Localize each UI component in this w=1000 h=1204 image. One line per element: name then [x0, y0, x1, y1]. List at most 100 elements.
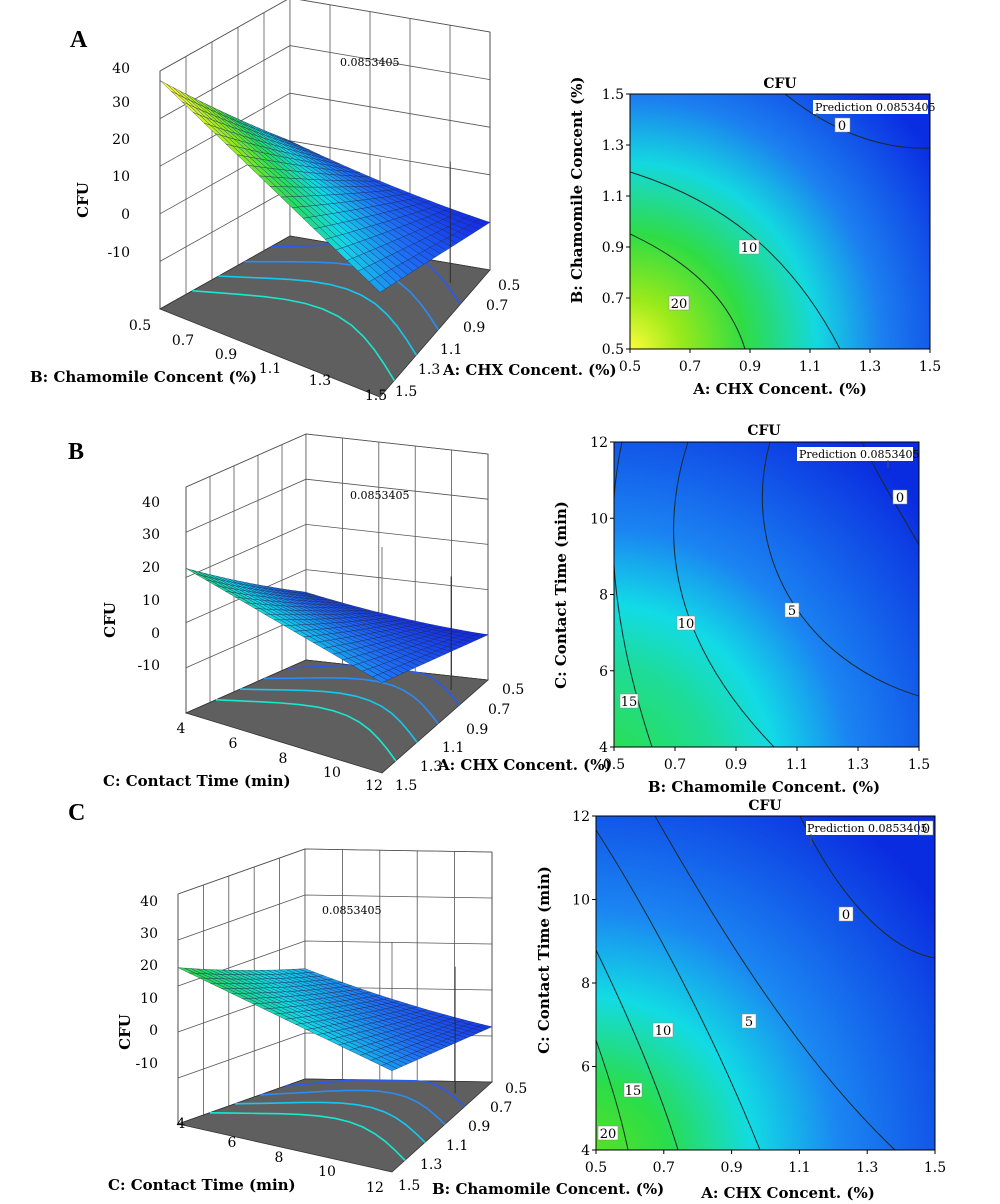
- z-tick-label: 10: [112, 169, 130, 185]
- contour-y-tick-label: 10: [590, 511, 608, 527]
- contour-y-tick-label: 6: [581, 1060, 590, 1076]
- contour-x-tick-label: 1.1: [786, 757, 808, 773]
- z-tick-label: 0: [121, 207, 130, 223]
- front-edges: [185, 454, 489, 713]
- contour-x-tick-label: 0.9: [720, 1160, 742, 1176]
- y-tick-label: 4: [177, 721, 186, 737]
- contour-c-ylabel: C: Contact Time (min): [535, 866, 553, 1054]
- surface-tick-labels: -10 0 10 20 30 40 0.5 0.70.91.11.31.5 4 6 8 10 12: [135, 894, 527, 1196]
- contour-a-prediction: Prediction 0.0853405: [815, 101, 936, 114]
- z-tick-label: -10: [137, 658, 160, 674]
- contour-c-line-0: [799, 816, 935, 959]
- z-tick-label: 20: [140, 958, 158, 974]
- contour-c-label-0: 0: [842, 908, 850, 923]
- contour-c-line-10: [596, 829, 761, 1150]
- contour-c-line-15: [596, 949, 679, 1150]
- contour-x-tick-label: 1.3: [859, 359, 881, 375]
- surface-a-annotation: 0.0853405: [340, 56, 400, 69]
- contour-y-tick-label: 0.7: [602, 291, 624, 307]
- x-tick-label: 0.5: [505, 1081, 527, 1097]
- contour-x-tick-label: 1.3: [856, 1160, 878, 1176]
- contour-y-tick-label: 1.3: [602, 138, 624, 154]
- contour-y-tick-label: 12: [590, 435, 608, 451]
- x-tick-label: 1.5: [398, 1178, 420, 1194]
- contour-a-label-10: 10: [741, 241, 758, 256]
- contour-plot-a: CFU A: CHX Concent. (%) B: Chamomile Con…: [568, 76, 941, 398]
- surface-a-zlabel: CFU: [74, 182, 92, 218]
- surface-c-zlabel: CFU: [116, 1014, 134, 1050]
- x-tick-label: 1.1: [440, 342, 462, 358]
- y-tick-label: 6: [229, 736, 238, 752]
- z-tick-label: 30: [140, 926, 158, 942]
- contour-a-line-10: [630, 171, 841, 349]
- response-surface: [185, 568, 489, 683]
- x-tick-label: 0.7: [486, 298, 508, 314]
- x-tick-label: 1.1: [446, 1138, 468, 1154]
- front-edges: [159, 32, 491, 309]
- x-tick-label: 1.3: [418, 362, 440, 378]
- contour-a-line-20: [630, 233, 746, 349]
- contour-x-tick-label: 0.5: [585, 1160, 607, 1176]
- z-tick-label: 10: [140, 991, 158, 1007]
- y-tick-label: 1.3: [309, 373, 331, 389]
- contour-b-line-10: [673, 442, 775, 747]
- contour-y-tick-label: 8: [599, 588, 608, 604]
- surface-tick-labels: -100102030400.50.70.91.11.31.50.50.70.91…: [107, 61, 520, 404]
- y-tick-label: 1.5: [365, 388, 387, 404]
- contour-x-tick-label: 0.9: [739, 359, 761, 375]
- contour-x-tick-label: 0.7: [653, 1160, 675, 1176]
- z-tick-label: 30: [112, 95, 130, 111]
- panel-label-a: A: [70, 27, 88, 53]
- surface-b-zlabel: CFU: [101, 602, 119, 638]
- z-tick-label: 0: [151, 626, 160, 642]
- z-tick-label: 40: [140, 894, 158, 910]
- x-tick-label: 1.5: [395, 384, 417, 400]
- contour-y-tick-label: 0.5: [602, 342, 624, 358]
- x-tick-label: 0.9: [468, 1119, 490, 1135]
- contour-b-prediction: Prediction 0.0853405: [799, 448, 920, 461]
- contour-c-title: CFU: [748, 798, 781, 814]
- surface-plot-c: -10 0 10 20 30 40 0.5 0.70.91.11.31.5 4 6 8 10 12: [135, 848, 527, 1196]
- y-tick-label: 6: [228, 1135, 237, 1151]
- contour-y-tick-label: 1.1: [602, 189, 624, 205]
- floor-projection: [176, 1078, 494, 1173]
- panel-label-b: B: [68, 439, 84, 465]
- contour-c-label-20: 20: [600, 1127, 617, 1142]
- contour-b-label-10: 10: [678, 617, 695, 632]
- contour-b-label-0: 0: [896, 491, 904, 506]
- contour-plot-c: CFU A: CHX Concent. (%) C: Contact Time …: [535, 798, 946, 1202]
- y-tick-label: 0.7: [172, 333, 194, 349]
- contour-y-tick-label: 10: [572, 893, 590, 909]
- response-surface: [159, 80, 491, 293]
- y-tick-label: 12: [365, 778, 383, 794]
- contour-x-tick-label: 1.3: [847, 757, 869, 773]
- y-tick-label: 12: [366, 1180, 384, 1196]
- surface-b-ylabel: C: Contact Time (min): [103, 772, 291, 790]
- x-tick-label: 0.7: [488, 702, 510, 718]
- contour-y-tick-label: 8: [581, 976, 590, 992]
- surface-a-ylabel: B: Chamomile Concent (%): [30, 368, 257, 386]
- z-tick-label: 40: [142, 495, 160, 511]
- front-edges: [177, 852, 493, 1124]
- y-tick-label: 1.1: [259, 361, 281, 377]
- contour-y-tick-label: 12: [572, 809, 590, 825]
- x-tick-label: 0.5: [498, 278, 520, 294]
- panel-label-c: C: [68, 800, 85, 826]
- x-tick-label: 1.1: [442, 740, 464, 756]
- surface-plot-a: -100102030400.50.70.91.11.31.50.50.70.91…: [107, 0, 520, 404]
- contour-plot-b: CFU B: Chamomile Concent. (%) C: Contact…: [552, 423, 930, 796]
- contour-c-label-0b: 0: [922, 822, 930, 837]
- surface-b-annotation: 0.0853405: [350, 489, 410, 502]
- contour-a-ylabel: B: Chamomile Concent (%): [568, 77, 586, 304]
- z-tick-label: 10: [142, 593, 160, 609]
- contour-a-label-0: 0: [838, 119, 846, 134]
- x-tick-label: 0.9: [466, 722, 488, 738]
- contour-b-title: CFU: [747, 423, 780, 439]
- contour-b-label-15: 15: [621, 695, 638, 710]
- contour-x-tick-label: 0.7: [664, 757, 686, 773]
- contour-x-tick-label: 1.5: [924, 1160, 946, 1176]
- z-tick-label: -10: [135, 1056, 158, 1072]
- x-tick-label: 0.5: [502, 682, 524, 698]
- contour-a-line-0: [784, 94, 930, 149]
- response-surface: [177, 967, 493, 1071]
